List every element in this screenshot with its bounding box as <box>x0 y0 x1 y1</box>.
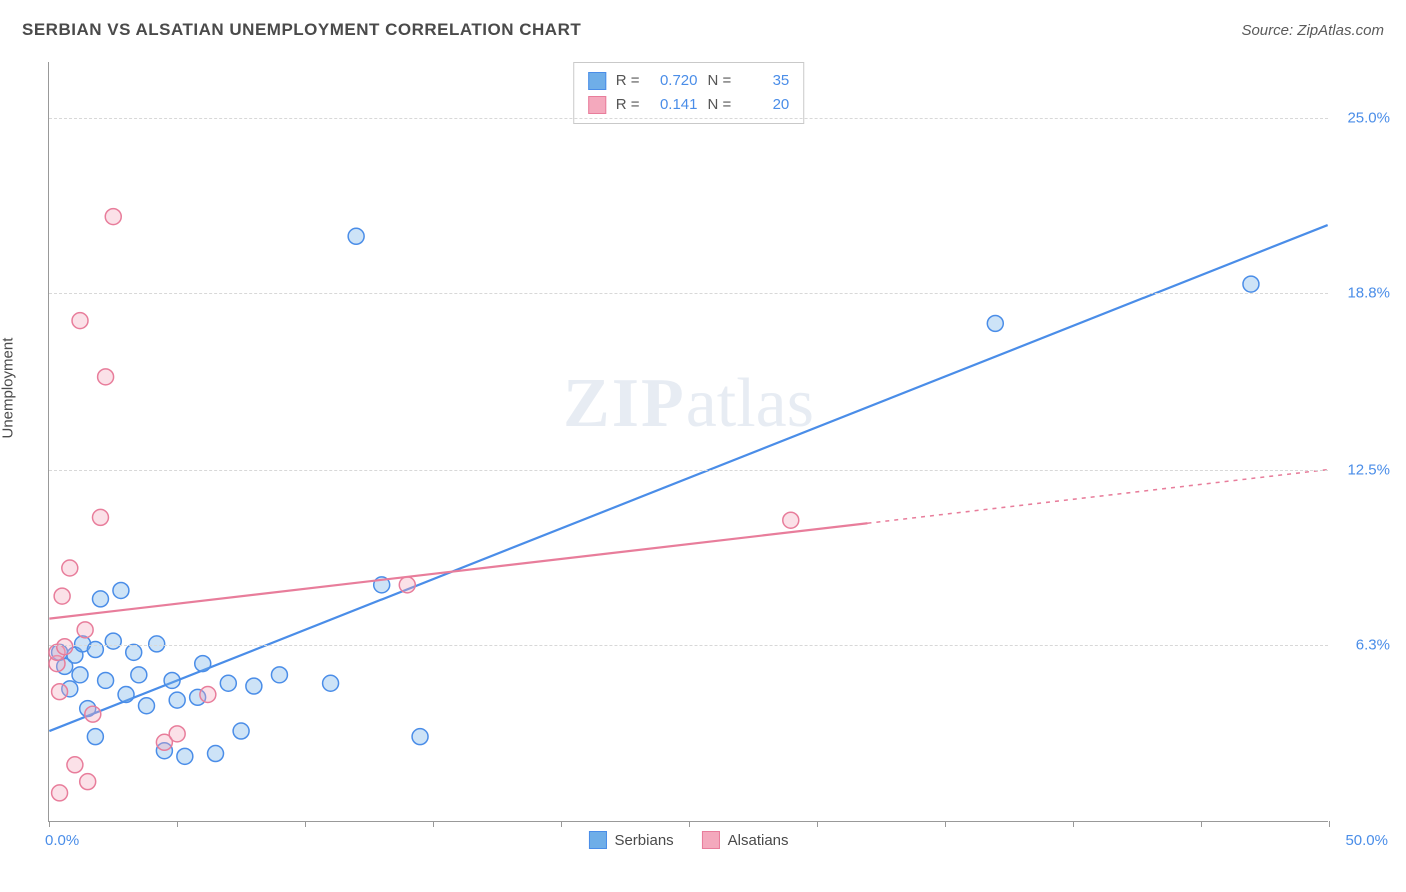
legend-row-serbians: R = 0.720 N = 35 <box>588 69 790 93</box>
data-point <box>169 726 185 742</box>
y-tick-label: 18.8% <box>1347 284 1390 301</box>
x-tick <box>433 821 434 827</box>
regression-line <box>49 225 1327 731</box>
data-point <box>208 746 224 762</box>
x-tick <box>1073 821 1074 827</box>
y-tick-label: 6.3% <box>1356 636 1390 653</box>
swatch-alsatians-bottom <box>702 831 720 849</box>
data-point <box>54 588 70 604</box>
regression-line <box>49 523 867 618</box>
data-point <box>200 687 216 703</box>
data-point <box>177 748 193 764</box>
x-min-label: 0.0% <box>45 832 79 849</box>
x-tick <box>561 821 562 827</box>
correlation-legend: R = 0.720 N = 35 R = 0.141 N = 20 <box>573 62 805 124</box>
y-tick-label: 25.0% <box>1347 110 1390 127</box>
y-tick-label: 12.5% <box>1347 462 1390 479</box>
data-point <box>348 228 364 244</box>
data-point <box>80 774 96 790</box>
data-point <box>399 577 415 593</box>
data-point <box>98 369 114 385</box>
swatch-serbians-bottom <box>588 831 606 849</box>
data-point <box>126 644 142 660</box>
plot-area: ZIPatlas R = 0.720 N = 35 R = 0.141 N = … <box>48 62 1328 822</box>
x-tick <box>817 821 818 827</box>
data-point <box>783 512 799 528</box>
y-axis-label: Unemployment <box>0 338 17 439</box>
x-tick <box>945 821 946 827</box>
data-point <box>139 698 155 714</box>
data-point <box>72 667 88 683</box>
r-value-0: 0.720 <box>650 69 698 93</box>
data-point <box>57 639 73 655</box>
data-point <box>52 785 68 801</box>
swatch-alsatians <box>588 96 606 114</box>
data-point <box>220 675 236 691</box>
x-tick <box>49 821 50 827</box>
data-point <box>233 723 249 739</box>
gridline <box>49 118 1328 119</box>
r-value-1: 0.141 <box>650 93 698 117</box>
data-point <box>1243 276 1259 292</box>
data-point <box>987 315 1003 331</box>
legend-label-alsatians: Alsatians <box>728 832 789 849</box>
data-point <box>323 675 339 691</box>
gridline <box>49 470 1328 471</box>
data-point <box>92 591 108 607</box>
data-point <box>131 667 147 683</box>
gridline <box>49 645 1328 646</box>
legend-item-serbians: Serbians <box>588 831 673 849</box>
chart-source: Source: ZipAtlas.com <box>1241 22 1384 39</box>
data-point <box>87 729 103 745</box>
data-point <box>169 692 185 708</box>
series-legend: Serbians Alsatians <box>588 831 788 849</box>
data-point <box>105 633 121 649</box>
n-value-0: 35 <box>741 69 789 93</box>
legend-item-alsatians: Alsatians <box>702 831 789 849</box>
data-point <box>271 667 287 683</box>
data-point <box>72 313 88 329</box>
gridline <box>49 293 1328 294</box>
r-label-1: R = <box>616 93 640 117</box>
data-point <box>113 582 129 598</box>
chart-header: SERBIAN VS ALSATIAN UNEMPLOYMENT CORRELA… <box>22 20 1384 40</box>
data-point <box>92 509 108 525</box>
data-point <box>85 706 101 722</box>
swatch-serbians <box>588 72 606 90</box>
data-point <box>195 656 211 672</box>
n-label-0: N = <box>708 69 732 93</box>
data-point <box>118 687 134 703</box>
regression-line-dash <box>867 470 1327 524</box>
x-tick <box>689 821 690 827</box>
data-point <box>412 729 428 745</box>
data-point <box>246 678 262 694</box>
r-label-0: R = <box>616 69 640 93</box>
data-point <box>67 757 83 773</box>
n-label-1: N = <box>708 93 732 117</box>
data-point <box>52 684 68 700</box>
data-point <box>62 560 78 576</box>
x-tick <box>1201 821 1202 827</box>
legend-row-alsatians: R = 0.141 N = 20 <box>588 93 790 117</box>
data-point <box>98 672 114 688</box>
x-tick <box>177 821 178 827</box>
x-max-label: 50.0% <box>1345 832 1388 849</box>
x-tick <box>305 821 306 827</box>
data-point <box>77 622 93 638</box>
n-value-1: 20 <box>741 93 789 117</box>
x-tick <box>1329 821 1330 827</box>
data-point <box>105 209 121 225</box>
data-point <box>164 672 180 688</box>
legend-label-serbians: Serbians <box>614 832 673 849</box>
chart-svg <box>49 62 1328 821</box>
chart-title: SERBIAN VS ALSATIAN UNEMPLOYMENT CORRELA… <box>22 20 581 40</box>
